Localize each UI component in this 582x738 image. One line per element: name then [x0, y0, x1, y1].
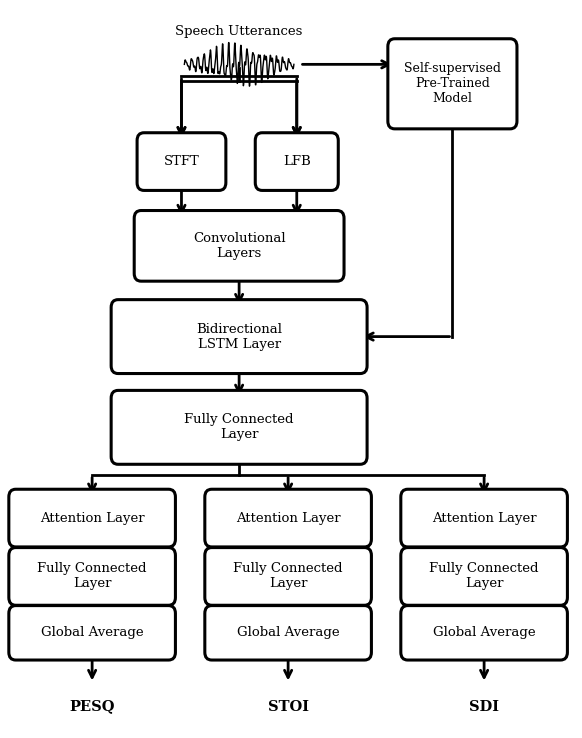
Text: STOI: STOI — [268, 700, 308, 714]
FancyBboxPatch shape — [111, 300, 367, 373]
Text: Attention Layer: Attention Layer — [40, 511, 144, 525]
FancyBboxPatch shape — [111, 390, 367, 464]
FancyBboxPatch shape — [255, 133, 338, 190]
FancyBboxPatch shape — [137, 133, 226, 190]
FancyBboxPatch shape — [401, 548, 567, 605]
Text: Self-supervised
Pre-Trained
Model: Self-supervised Pre-Trained Model — [404, 62, 501, 106]
FancyBboxPatch shape — [205, 489, 371, 547]
FancyBboxPatch shape — [9, 548, 175, 605]
Text: Fully Connected
Layer: Fully Connected Layer — [430, 562, 539, 590]
Text: PESQ: PESQ — [69, 700, 115, 714]
FancyBboxPatch shape — [205, 548, 371, 605]
Text: Convolutional
Layers: Convolutional Layers — [193, 232, 285, 260]
Text: LFB: LFB — [283, 155, 311, 168]
FancyBboxPatch shape — [134, 210, 344, 281]
Text: Fully Connected
Layer: Fully Connected Layer — [37, 562, 147, 590]
Text: Bidirectional
LSTM Layer: Bidirectional LSTM Layer — [196, 323, 282, 351]
Text: STFT: STFT — [164, 155, 200, 168]
FancyBboxPatch shape — [9, 489, 175, 547]
FancyBboxPatch shape — [205, 606, 371, 660]
Text: Fully Connected
Layer: Fully Connected Layer — [233, 562, 343, 590]
FancyBboxPatch shape — [401, 606, 567, 660]
FancyBboxPatch shape — [388, 39, 517, 129]
Text: Global Average: Global Average — [237, 627, 339, 639]
Text: Global Average: Global Average — [41, 627, 143, 639]
Text: Speech Utterances: Speech Utterances — [175, 25, 303, 38]
Text: SDI: SDI — [469, 700, 499, 714]
Text: Attention Layer: Attention Layer — [236, 511, 340, 525]
FancyBboxPatch shape — [9, 606, 175, 660]
FancyBboxPatch shape — [401, 489, 567, 547]
Text: Global Average: Global Average — [433, 627, 535, 639]
Text: Fully Connected
Layer: Fully Connected Layer — [184, 413, 294, 441]
Text: Attention Layer: Attention Layer — [432, 511, 537, 525]
